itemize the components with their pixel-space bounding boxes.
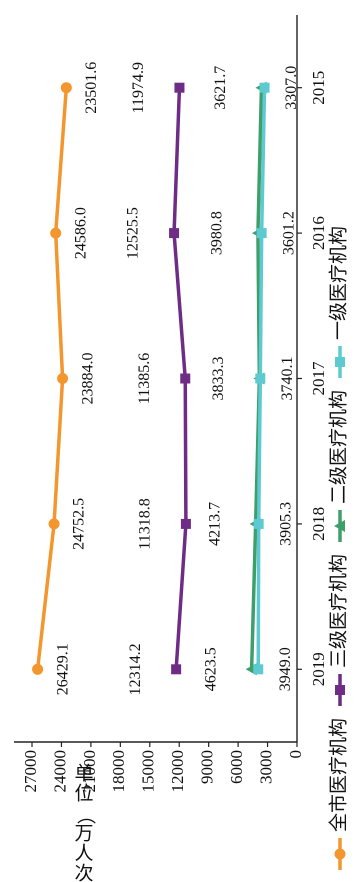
y-tick-label: 15000 [139, 750, 158, 793]
data-label: 23884.0 [79, 353, 96, 405]
data-label: 3307.0 [283, 66, 300, 110]
data-point [169, 228, 180, 239]
series-2 [169, 82, 191, 675]
series-1 [32, 82, 72, 675]
x-tick-label: 2017 [309, 361, 328, 396]
data-point [48, 518, 60, 530]
y-tick-label: 6000 [227, 750, 246, 784]
data-label: 3601.2 [280, 211, 297, 255]
y-unit-char: 位 [74, 782, 93, 804]
legend-item: 二级医疗机构 [327, 390, 349, 542]
x-tick-label: 2016 [309, 216, 328, 250]
legend-label: 二级医疗机构 [327, 390, 349, 504]
x-tick-label: 2019 [309, 652, 328, 686]
data-point [256, 228, 267, 239]
data-label: 11974.9 [130, 62, 147, 113]
legend-marker [335, 685, 345, 695]
y-tick-label: 27000 [21, 750, 40, 793]
y-tick-label: 0 [286, 750, 305, 759]
data-label: 4623.5 [202, 647, 219, 691]
data-label: 12314.2 [127, 643, 144, 695]
legend-marker [334, 520, 345, 532]
y-tick-label: 24000 [50, 750, 69, 793]
legend-marker [335, 357, 345, 367]
y-unit-char: （ [75, 805, 97, 824]
data-point [50, 227, 62, 239]
data-label: 4213.7 [206, 502, 223, 546]
legend-label: 三级医疗机构 [327, 554, 349, 668]
data-point [253, 664, 264, 675]
data-label: 23501.6 [83, 62, 100, 114]
legend-label: 全市医疗机构 [327, 718, 349, 832]
data-point [174, 82, 185, 93]
data-label: 3905.3 [277, 502, 294, 546]
data-point [255, 373, 266, 384]
y-tick-label: 12000 [168, 750, 187, 793]
y-tick-label: 3000 [256, 750, 275, 784]
data-point [259, 82, 270, 93]
data-label: 12525.5 [125, 207, 142, 259]
data-label: 3740.1 [279, 357, 296, 401]
legend-label: 一级医疗机构 [327, 226, 349, 340]
data-label: 3833.3 [210, 357, 227, 401]
data-point [57, 373, 69, 384]
data-label: 26429.1 [54, 643, 71, 695]
legend-item: 一级医疗机构 [327, 226, 349, 378]
x-tick-label: 2018 [309, 507, 328, 541]
data-point [180, 518, 191, 529]
legend-item: 全市医疗机构 [327, 718, 349, 870]
data-point [253, 518, 264, 529]
legend-item: 三级医疗机构 [327, 554, 349, 706]
legend-marker [334, 848, 346, 860]
y-unit-char: 次 [74, 862, 93, 882]
data-point [60, 82, 72, 94]
y-unit-char: 万 [74, 823, 93, 844]
data-label: 24586.0 [72, 207, 89, 259]
data-label: 3621.7 [212, 66, 229, 110]
y-unit-char: 单 [74, 762, 93, 784]
y-unit-label: 单位（万人次） [74, 762, 96, 882]
y-tick-label: 18000 [109, 750, 128, 793]
x-tick-label: 2015 [309, 71, 328, 105]
data-label: 24752.5 [71, 498, 88, 550]
y-tick-label: 9000 [198, 750, 217, 784]
data-point [32, 663, 44, 675]
data-label: 3980.8 [209, 211, 226, 255]
data-label: 11385.6 [136, 353, 153, 404]
data-label: 11318.8 [137, 498, 154, 549]
series-4 [253, 82, 270, 675]
y-unit-char: 人 [74, 842, 93, 864]
data-point [180, 373, 191, 384]
data-point [171, 664, 182, 675]
y-tick-label: 21000 [80, 750, 99, 793]
data-label: 3949.0 [277, 647, 294, 691]
